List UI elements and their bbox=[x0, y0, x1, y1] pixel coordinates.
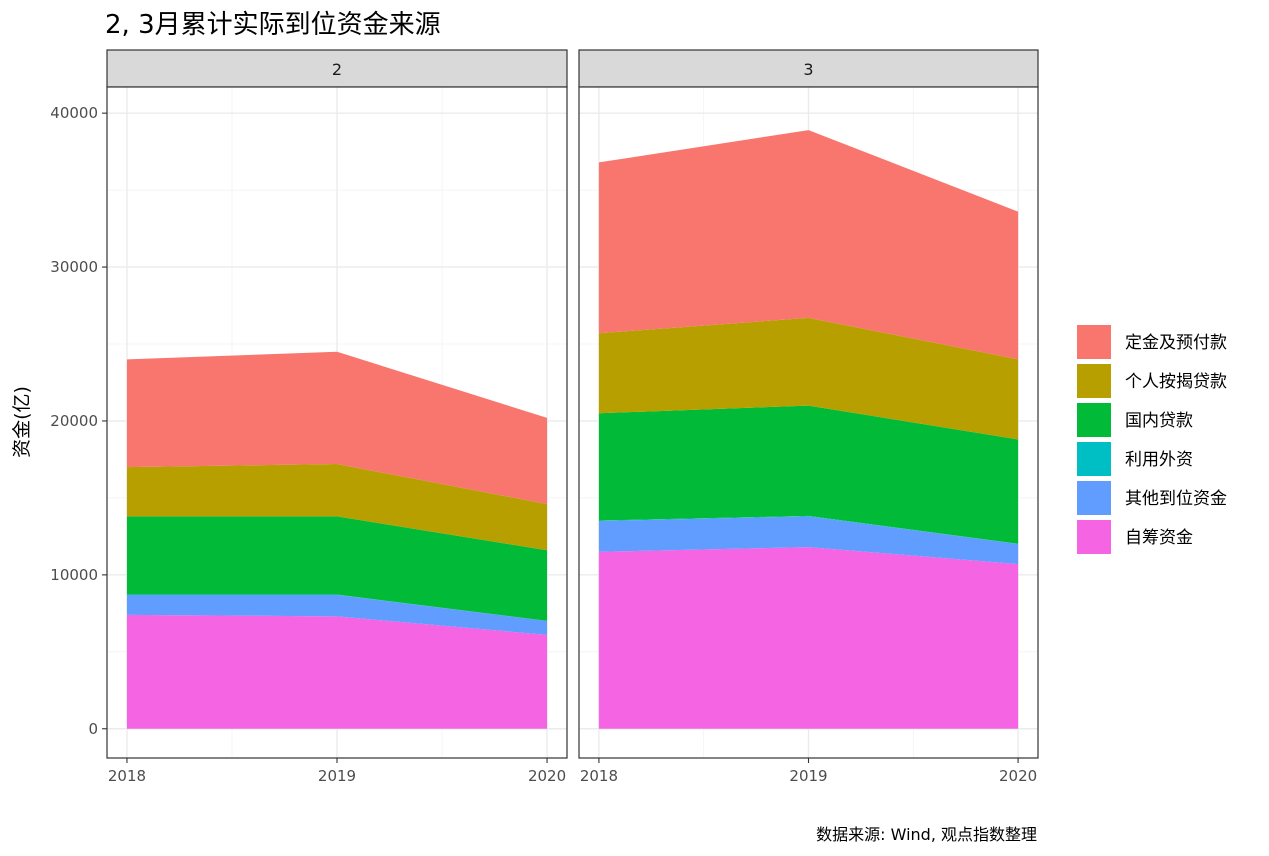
legend-swatch bbox=[1077, 364, 1111, 398]
legend-item: 定金及预付款 bbox=[1077, 325, 1227, 359]
area-其他到位资金 bbox=[126, 594, 548, 635]
x-tick-label: 2018 bbox=[108, 767, 146, 785]
legend-swatch bbox=[1077, 325, 1111, 359]
legend-item: 利用外资 bbox=[1077, 442, 1193, 476]
facet-strip bbox=[578, 49, 1039, 88]
y-axis-label: 资金(亿) bbox=[11, 386, 33, 458]
legend-swatch bbox=[1077, 442, 1111, 476]
panel-2: 2 0 10000 20000 30000 40000 2018 2019 2020 bbox=[50, 49, 568, 785]
y-tick-label: 20000 bbox=[50, 412, 98, 430]
area-定金及预付款 bbox=[126, 351, 548, 505]
area-国内贷款 bbox=[598, 405, 1019, 544]
y-tick-label: 10000 bbox=[50, 566, 98, 584]
legend-label: 利用外资 bbox=[1125, 450, 1193, 470]
legend-label: 定金及预付款 bbox=[1125, 333, 1227, 353]
x-tick-label: 2019 bbox=[318, 767, 356, 785]
legend-label: 国内贷款 bbox=[1125, 411, 1193, 431]
x-tick-label: 2020 bbox=[528, 767, 566, 785]
facet-strip-label: 2 bbox=[332, 60, 342, 79]
legend-item: 国内贷款 bbox=[1077, 403, 1193, 437]
legend-item: 个人按揭贷款 bbox=[1077, 364, 1227, 398]
chart-title: 2, 3月累计实际到位资金来源 bbox=[105, 10, 441, 40]
y-tick-label: 0 bbox=[88, 720, 98, 738]
facet-strip bbox=[106, 49, 568, 88]
panel-3: 3 2018 2019 2020 bbox=[578, 49, 1039, 785]
area-其他到位资金 bbox=[598, 516, 1019, 565]
legend-swatch bbox=[1077, 481, 1111, 515]
area-国内贷款 bbox=[126, 516, 548, 621]
area-个人按揭贷款 bbox=[126, 464, 548, 551]
legend-item: 其他到位资金 bbox=[1077, 481, 1227, 515]
chart-caption: 数据来源: Wind, 观点指数整理 bbox=[816, 825, 1037, 844]
legend-label: 其他到位资金 bbox=[1125, 489, 1227, 509]
legend-label: 自筹资金 bbox=[1125, 528, 1193, 548]
facet-strip-label: 3 bbox=[803, 60, 813, 79]
y-tick-label: 40000 bbox=[50, 104, 98, 122]
legend-swatch bbox=[1077, 403, 1111, 437]
area-自筹资金 bbox=[598, 547, 1019, 729]
legend-item: 自筹资金 bbox=[1077, 520, 1193, 554]
legend-swatch bbox=[1077, 520, 1111, 554]
legend-label: 个人按揭贷款 bbox=[1125, 372, 1227, 392]
x-tick-label: 2018 bbox=[580, 767, 618, 785]
area-个人按揭贷款 bbox=[598, 317, 1019, 440]
x-tick-label: 2019 bbox=[789, 767, 827, 785]
y-tick-label: 30000 bbox=[50, 258, 98, 276]
area-自筹资金 bbox=[126, 614, 548, 729]
x-tick-label: 2020 bbox=[999, 767, 1037, 785]
area-定金及预付款 bbox=[598, 130, 1019, 360]
